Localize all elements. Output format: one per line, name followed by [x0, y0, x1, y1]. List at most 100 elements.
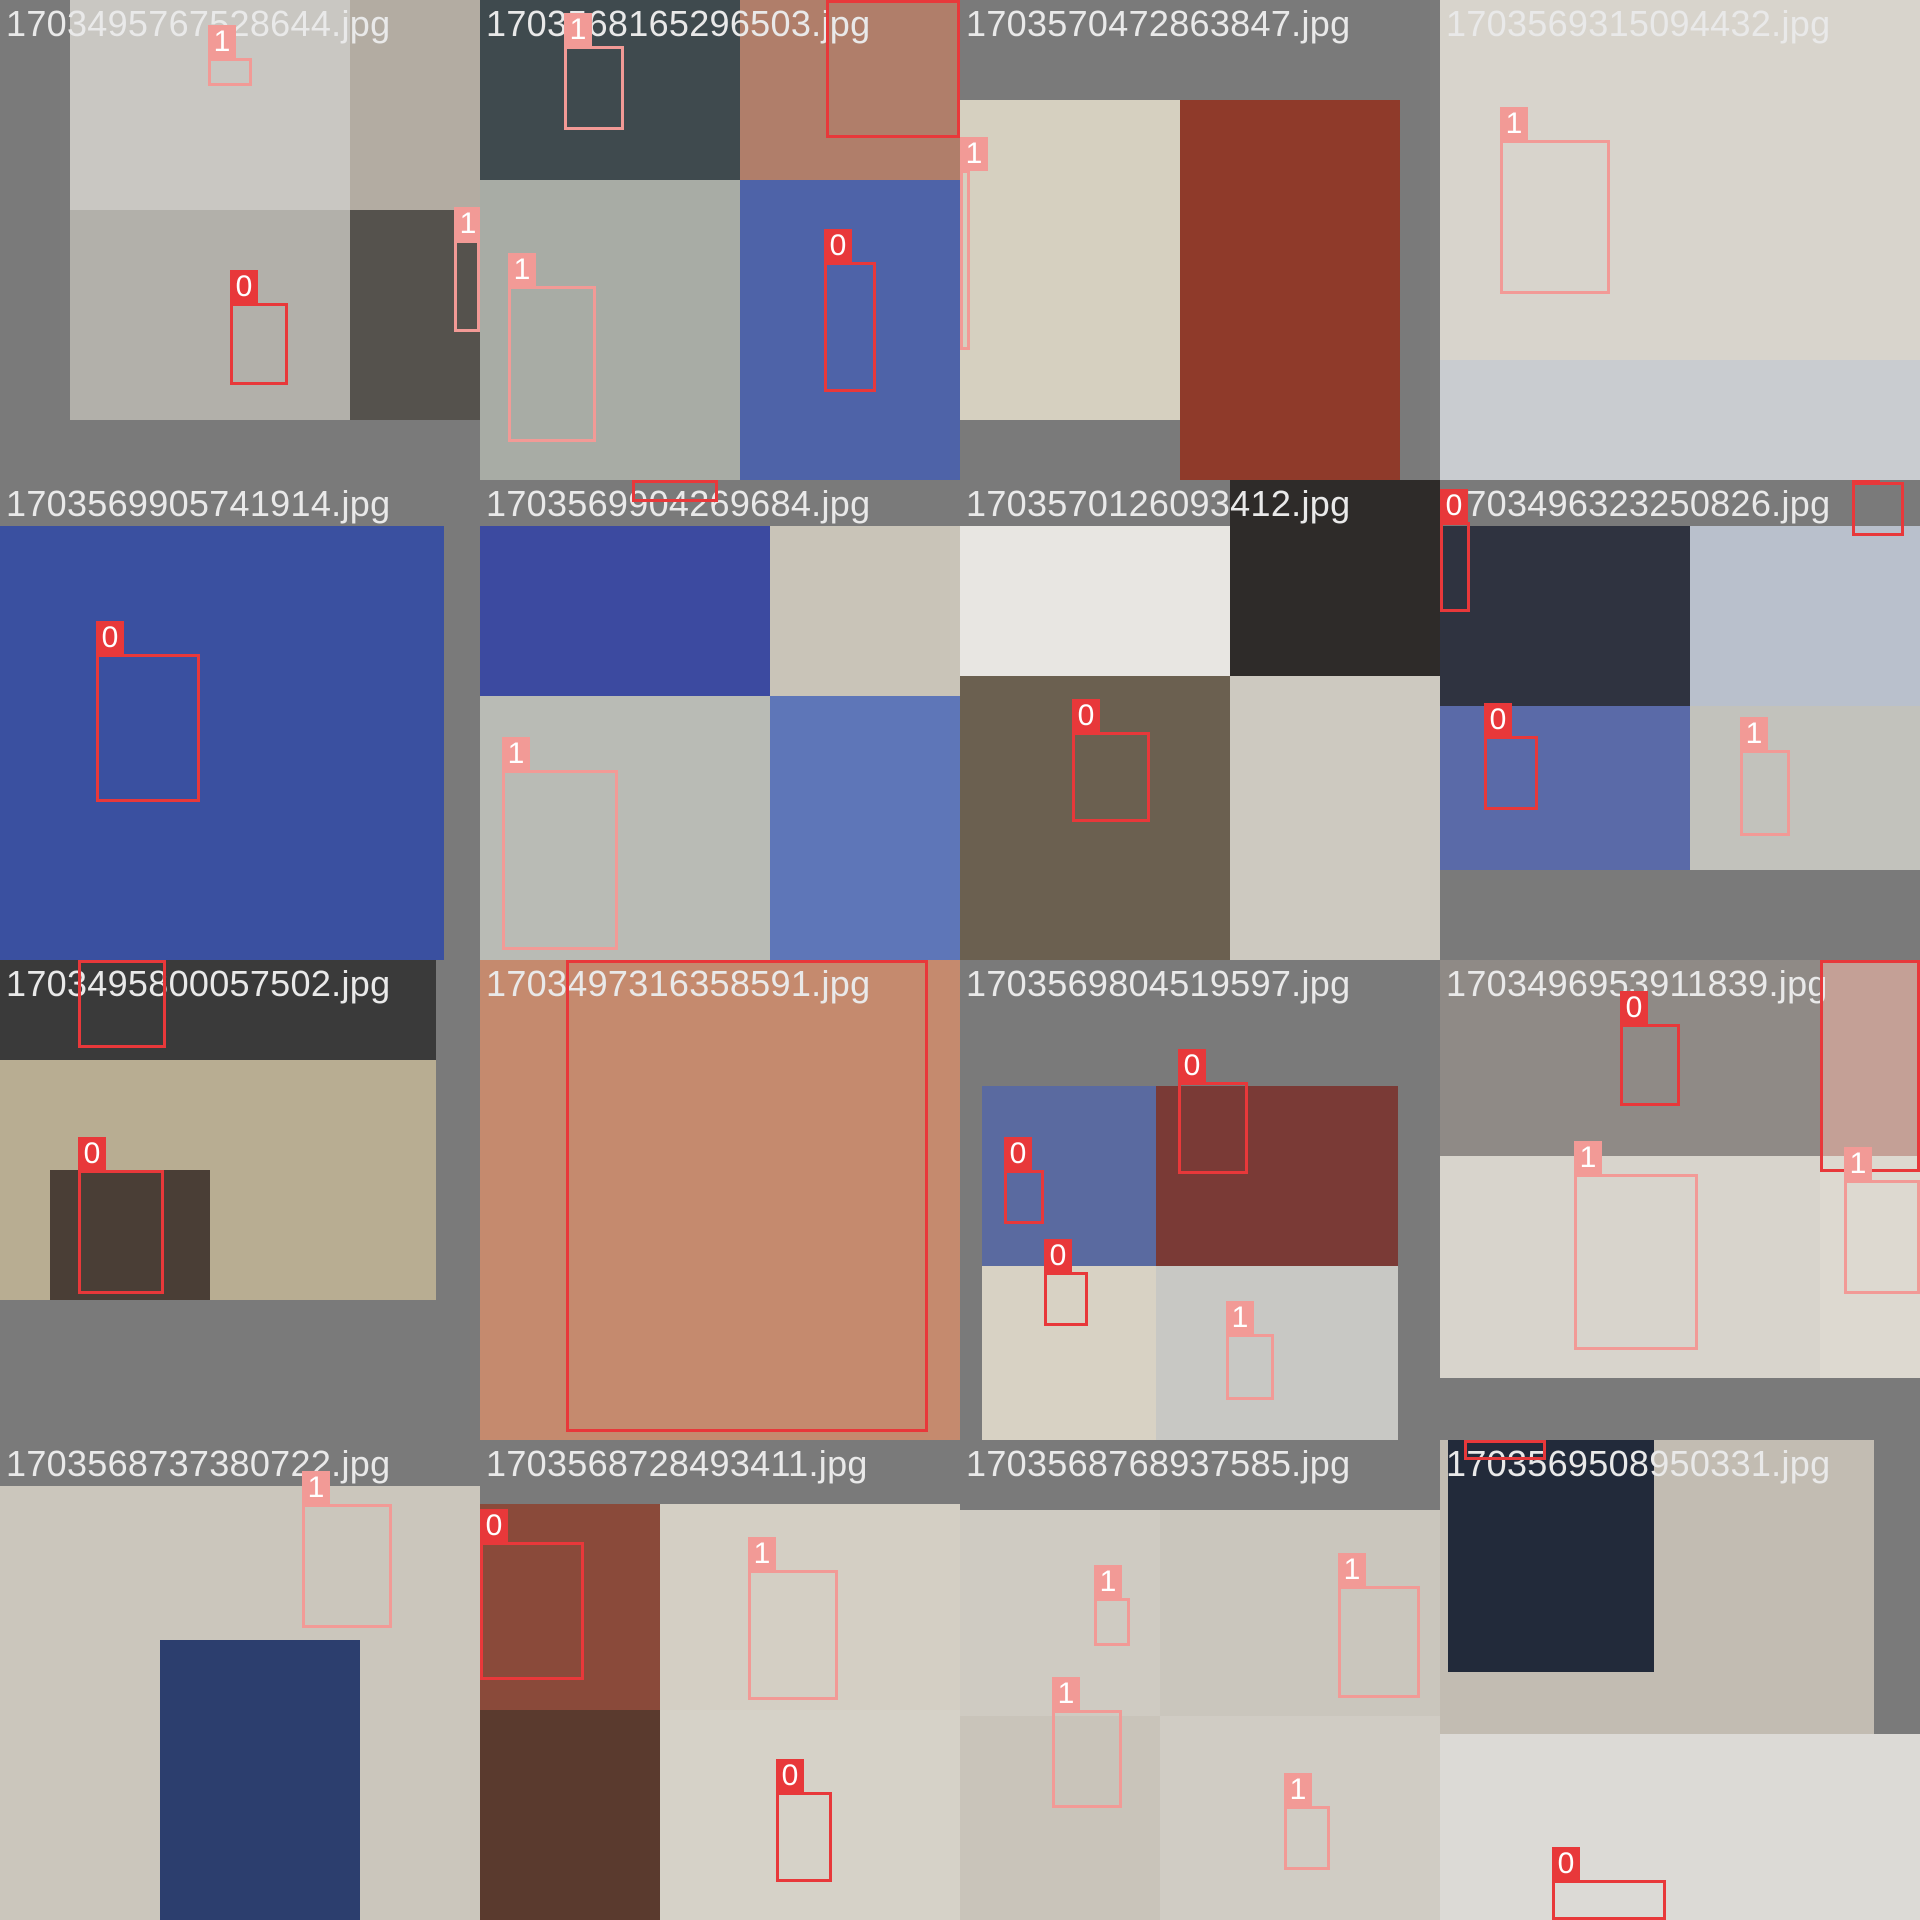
- image-filename: 1703570126093412.jpg: [966, 483, 1351, 524]
- class-label: 0: [1620, 991, 1648, 1025]
- mosaic-tile: 1703569905741914.jpg 0: [0, 480, 480, 960]
- class-label: 1: [302, 1471, 330, 1505]
- mosaic-tile: 1703568165296503.jpg 1 0 1 0: [480, 0, 960, 480]
- class-label: 1: [1338, 1553, 1366, 1587]
- detection-box: 1: [302, 1471, 392, 1628]
- photo-patch: [960, 100, 1180, 420]
- detection-box: 0: [96, 621, 200, 802]
- photo-patch: [480, 0, 740, 180]
- detection-box: 0: [480, 1509, 584, 1680]
- detection-box: 0: [1178, 1049, 1248, 1174]
- detection-box: 1: [208, 25, 252, 86]
- class-label: 0: [78, 1137, 106, 1171]
- photo-patch: [1690, 706, 1920, 870]
- detection-box: 0: [1044, 1239, 1088, 1326]
- class-label: 1: [960, 137, 988, 171]
- class-label: 1: [564, 13, 592, 47]
- detection-box: 0: [1820, 960, 1920, 1172]
- detection-box: 0: [1072, 699, 1150, 822]
- mosaic-tile: 1703496953911839.jpg 0 0 1 1: [1440, 960, 1920, 1440]
- detection-box: 1: [564, 13, 624, 130]
- detection-box: 0: [230, 270, 288, 385]
- photo-patch: [1690, 526, 1920, 706]
- class-label: 1: [1500, 107, 1528, 141]
- photo-patch: [1440, 526, 1690, 706]
- photo-patch: [740, 0, 960, 180]
- detection-box: 1: [1094, 1565, 1130, 1646]
- photo-patch: [350, 210, 480, 420]
- photo-patch: [1156, 1086, 1398, 1266]
- class-label: 0: [1440, 489, 1468, 523]
- image-filename: 1703570472863847.jpg: [966, 3, 1351, 44]
- detection-box: 0: [1852, 480, 1904, 536]
- class-label: 1: [208, 25, 236, 59]
- photo-patch: [982, 1266, 1156, 1440]
- photo-patch: [1440, 1734, 1920, 1920]
- photo-patch: [960, 526, 1230, 676]
- class-label: 1: [1740, 717, 1768, 751]
- detection-box: 0: [826, 0, 960, 138]
- class-label: 0: [1820, 960, 1848, 961]
- photo-patch: [70, 210, 350, 420]
- class-label: 0: [826, 0, 854, 1]
- mosaic-tile: 1703568768937585.jpg 1 1 1 1: [960, 1440, 1440, 1920]
- photo-patch: [480, 526, 770, 696]
- photo-patch: [660, 1504, 960, 1710]
- detection-box: 0: [632, 480, 718, 502]
- photo-patch: [1440, 360, 1920, 480]
- class-label: 1: [454, 207, 480, 241]
- image-filename: 1703495800057502.jpg: [6, 963, 391, 1004]
- class-label: 1: [1226, 1301, 1254, 1335]
- photo-patch: [770, 696, 960, 960]
- class-label: 0: [480, 1509, 508, 1543]
- mosaic-tile: 1703569315094432.jpg 1: [1440, 0, 1920, 480]
- image-filename: 1703568768937585.jpg: [966, 1443, 1351, 1484]
- photo-patch: [0, 526, 444, 960]
- image-filename: 1703496323250826.jpg: [1446, 483, 1831, 524]
- detection-box: 1: [1574, 1141, 1698, 1350]
- photo-patch: [982, 1086, 1156, 1266]
- detection-box: 1: [1844, 1147, 1920, 1294]
- photo-patch: [0, 960, 436, 1060]
- detection-box: 0: [1440, 489, 1470, 612]
- class-label: 0: [230, 270, 258, 304]
- photo-patch: [1440, 706, 1690, 870]
- mosaic-tile: 1703495800057502.jpg 0 0: [0, 960, 480, 1440]
- detection-box: 0: [1620, 991, 1680, 1106]
- detection-box: 0: [78, 960, 166, 1048]
- mosaic-tile: 1703568728493411.jpg 0 1 0: [480, 1440, 960, 1920]
- mosaic-tile: 1703570126093412.jpg 0: [960, 480, 1440, 960]
- detection-box: 1: [508, 253, 596, 442]
- class-label: 1: [502, 737, 530, 771]
- detection-box: 1: [454, 207, 480, 332]
- class-label: 0: [1464, 1440, 1492, 1441]
- detection-box: 1: [1226, 1301, 1274, 1400]
- detection-box: 1: [960, 137, 988, 350]
- detection-box: 0: [776, 1759, 832, 1882]
- photo-patch: [1820, 1156, 1920, 1378]
- detection-box: 1: [1338, 1553, 1420, 1698]
- detection-box: 0: [78, 1137, 164, 1294]
- photo-patch: [160, 1640, 360, 1920]
- class-label: 0: [1178, 1049, 1206, 1083]
- detection-box: 0: [566, 960, 928, 1432]
- detection-box: 0: [1004, 1137, 1044, 1224]
- class-label: 0: [1852, 480, 1880, 483]
- photo-patch: [960, 1716, 1160, 1920]
- detection-box: 0: [1552, 1847, 1666, 1920]
- mosaic-tile: 1703497316358591.jpg 0: [480, 960, 960, 1440]
- image-filename: 1703569804519597.jpg: [966, 963, 1351, 1004]
- image-filename: 1703569508950331.jpg: [1446, 1443, 1831, 1484]
- photo-patch: [1160, 1510, 1440, 1716]
- photo-patch: [1440, 1156, 1820, 1378]
- image-filename: 1703568165296503.jpg: [486, 3, 871, 44]
- image-filename: 1703569905741914.jpg: [6, 483, 391, 524]
- detection-box: 1: [1284, 1773, 1330, 1870]
- detection-box: 0: [824, 229, 876, 392]
- class-label: 1: [1284, 1773, 1312, 1807]
- photo-patch: [1160, 1716, 1440, 1920]
- class-label: 0: [1004, 1137, 1032, 1171]
- class-label: 1: [748, 1537, 776, 1571]
- class-label: 0: [1484, 703, 1512, 737]
